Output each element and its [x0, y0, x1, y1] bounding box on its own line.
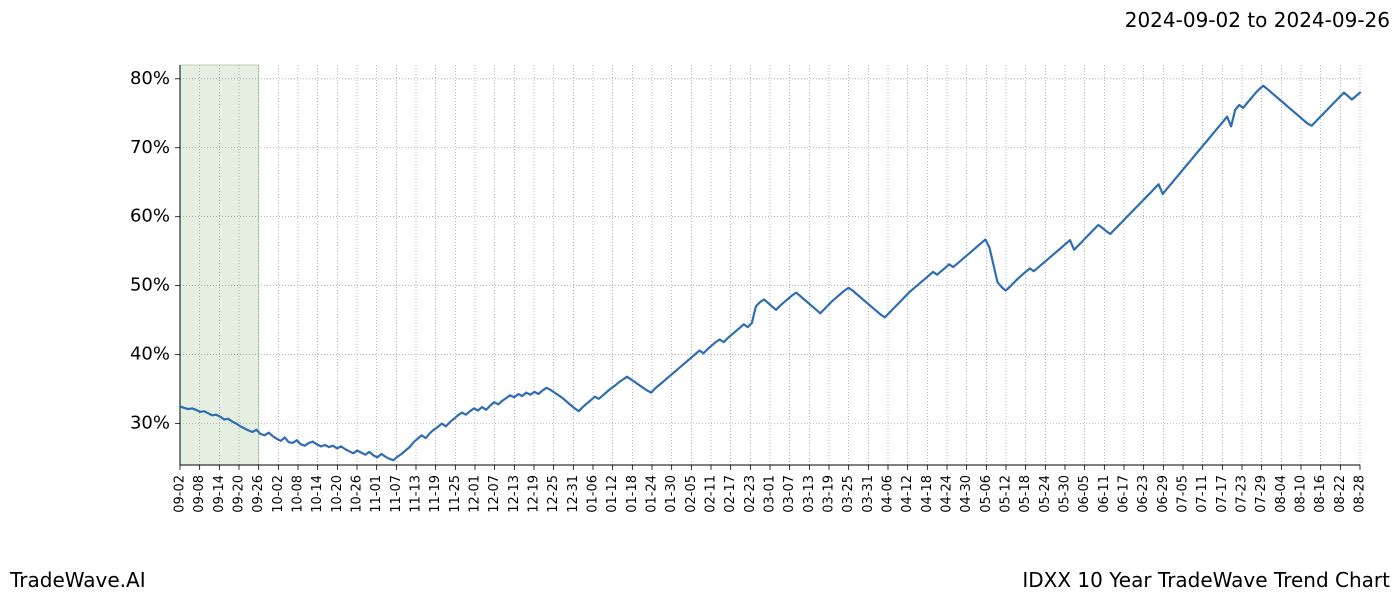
- chart-title: IDXX 10 Year TradeWave Trend Chart: [1022, 568, 1390, 592]
- x-tick-label: 04-18: [920, 475, 935, 513]
- x-tick-label: 01-18: [625, 475, 640, 513]
- x-tick-label: 05-12: [999, 475, 1014, 513]
- y-tick-label: 40%: [130, 344, 170, 365]
- y-tick-label: 80%: [130, 68, 170, 89]
- x-tick-label: 10-14: [310, 475, 325, 513]
- x-tick-label: 07-23: [1235, 475, 1250, 513]
- x-tick-label: 11-25: [448, 475, 463, 513]
- x-tick-label: 07-05: [1176, 475, 1191, 513]
- x-tick-label: 04-06: [881, 475, 896, 513]
- x-tick-label: 03-25: [841, 475, 856, 513]
- x-tick-label: 08-16: [1313, 475, 1328, 513]
- x-tick-label: 08-22: [1333, 475, 1348, 513]
- x-tick-label: 12-13: [507, 475, 522, 513]
- x-tick-label: 01-06: [586, 475, 601, 513]
- x-tick-label: 06-23: [1136, 475, 1151, 513]
- x-tick-label: 12-25: [546, 475, 561, 513]
- x-tick-label: 03-19: [822, 475, 837, 513]
- x-tick-label: 02-05: [684, 475, 699, 513]
- x-tick-label: 01-30: [664, 475, 679, 513]
- x-tick-label: 09-14: [212, 475, 227, 513]
- x-tick-label: 01-24: [645, 475, 660, 513]
- x-tick-label: 05-30: [1058, 475, 1073, 513]
- x-tick-label: 05-18: [1018, 475, 1033, 513]
- x-tick-label: 08-28: [1353, 475, 1368, 513]
- x-tick-label: 09-20: [232, 475, 247, 513]
- x-tick-label: 04-30: [959, 475, 974, 513]
- x-tick-label: 03-13: [802, 475, 817, 513]
- x-tick-label: 12-01: [468, 475, 483, 513]
- x-tick-label: 03-01: [763, 475, 778, 513]
- x-tick-label: 07-17: [1215, 475, 1230, 513]
- x-tick-label: 03-31: [861, 475, 876, 513]
- x-tick-label: 07-11: [1195, 475, 1210, 513]
- x-tick-label: 11-01: [369, 475, 384, 513]
- x-tick-label: 12-19: [527, 475, 542, 513]
- x-tick-label: 11-19: [428, 475, 443, 513]
- x-tick-label: 03-07: [782, 475, 797, 513]
- x-tick-label: 10-26: [350, 475, 365, 513]
- x-tick-label: 06-17: [1117, 475, 1132, 513]
- x-tick-label: 08-04: [1274, 475, 1289, 513]
- x-tick-label: 02-17: [723, 475, 738, 513]
- x-tick-label: 06-29: [1156, 475, 1171, 513]
- x-tick-label: 09-08: [192, 475, 207, 513]
- y-tick-label: 30%: [130, 413, 170, 434]
- trend-chart: 09-02 09-08 09-14 09-20 09-26 10-02 10-08 10-14…: [0, 55, 1400, 535]
- x-tick-label: 02-23: [743, 475, 758, 513]
- x-tick-label: 09-02: [173, 475, 188, 513]
- x-tick-label: 11-07: [389, 475, 404, 513]
- x-tick-label: 12-31: [566, 475, 581, 513]
- x-tick-label: 05-24: [1038, 475, 1053, 513]
- y-tick-label: 50%: [130, 275, 170, 296]
- x-tick-label: 07-29: [1254, 475, 1269, 513]
- x-tick-label: 01-12: [605, 475, 620, 513]
- x-tick-label: 05-06: [979, 475, 994, 513]
- brand-label: TradeWave.AI: [10, 568, 146, 592]
- x-tick-label: 08-10: [1294, 475, 1309, 513]
- x-tick-label: 12-07: [487, 475, 502, 513]
- x-tick-label: 02-11: [704, 475, 719, 513]
- x-tick-label: 06-05: [1077, 475, 1092, 513]
- y-tick-label: 60%: [130, 206, 170, 227]
- x-tick-label: 10-08: [291, 475, 306, 513]
- x-tick-label: 11-13: [409, 475, 424, 513]
- x-tick-label: 04-24: [940, 475, 955, 513]
- x-tick-label: 09-26: [251, 475, 266, 513]
- y-tick-label: 70%: [130, 137, 170, 158]
- x-tick-label: 06-11: [1097, 475, 1112, 513]
- date-range: 2024-09-02 to 2024-09-26: [1125, 8, 1390, 32]
- x-tick-label: 04-12: [900, 475, 915, 513]
- x-tick-label: 10-20: [330, 475, 345, 513]
- x-tick-label: 10-02: [271, 475, 286, 513]
